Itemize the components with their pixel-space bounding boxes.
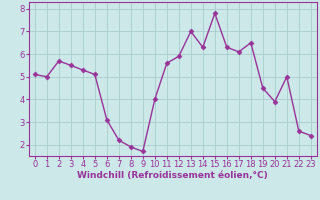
X-axis label: Windchill (Refroidissement éolien,°C): Windchill (Refroidissement éolien,°C) [77, 171, 268, 180]
